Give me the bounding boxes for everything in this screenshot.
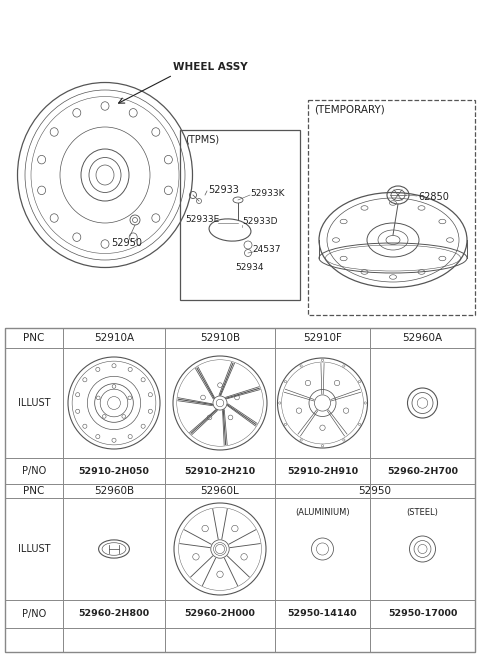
- Text: 52950: 52950: [359, 486, 392, 496]
- Text: WHEEL ASSY: WHEEL ASSY: [173, 62, 248, 72]
- Text: P/NO: P/NO: [22, 609, 46, 619]
- Text: (TPMS): (TPMS): [185, 134, 219, 144]
- Text: 52960-2H000: 52960-2H000: [185, 610, 255, 618]
- Bar: [308, 100, 475, 315]
- Text: 52960-2H800: 52960-2H800: [78, 610, 150, 618]
- Text: 52933D: 52933D: [242, 217, 277, 227]
- Text: 52960L: 52960L: [201, 486, 240, 496]
- Text: ILLUST: ILLUST: [18, 544, 50, 554]
- Text: 52910A: 52910A: [94, 333, 134, 343]
- Text: 52933: 52933: [208, 185, 239, 195]
- Bar: [180, 130, 300, 300]
- Text: 62850: 62850: [418, 192, 449, 202]
- Text: 52960-2H700: 52960-2H700: [387, 466, 458, 476]
- Text: 52950-14140: 52950-14140: [288, 610, 357, 618]
- Text: (TEMPORARY): (TEMPORARY): [314, 105, 385, 115]
- Text: PNC: PNC: [24, 333, 45, 343]
- Text: (STEEL): (STEEL): [407, 508, 438, 517]
- Text: 52933E: 52933E: [185, 215, 219, 225]
- Text: 52950-17000: 52950-17000: [388, 610, 457, 618]
- Text: P/NO: P/NO: [22, 466, 46, 476]
- Text: 52910-2H910: 52910-2H910: [287, 466, 358, 476]
- Text: 52910F: 52910F: [303, 333, 342, 343]
- Text: 52950: 52950: [111, 238, 143, 248]
- Text: 52934: 52934: [235, 263, 264, 272]
- Text: 52960A: 52960A: [402, 333, 443, 343]
- Text: ILLUST: ILLUST: [18, 398, 50, 408]
- Text: PNC: PNC: [24, 486, 45, 496]
- Bar: [5, 328, 475, 652]
- Text: 52933K: 52933K: [250, 189, 285, 198]
- Text: 52910B: 52910B: [200, 333, 240, 343]
- Text: 52910-2H050: 52910-2H050: [79, 466, 149, 476]
- Text: 52910-2H210: 52910-2H210: [184, 466, 255, 476]
- Text: (ALUMINIUM): (ALUMINIUM): [295, 508, 350, 517]
- Text: 52960B: 52960B: [94, 486, 134, 496]
- Text: 24537: 24537: [252, 246, 280, 255]
